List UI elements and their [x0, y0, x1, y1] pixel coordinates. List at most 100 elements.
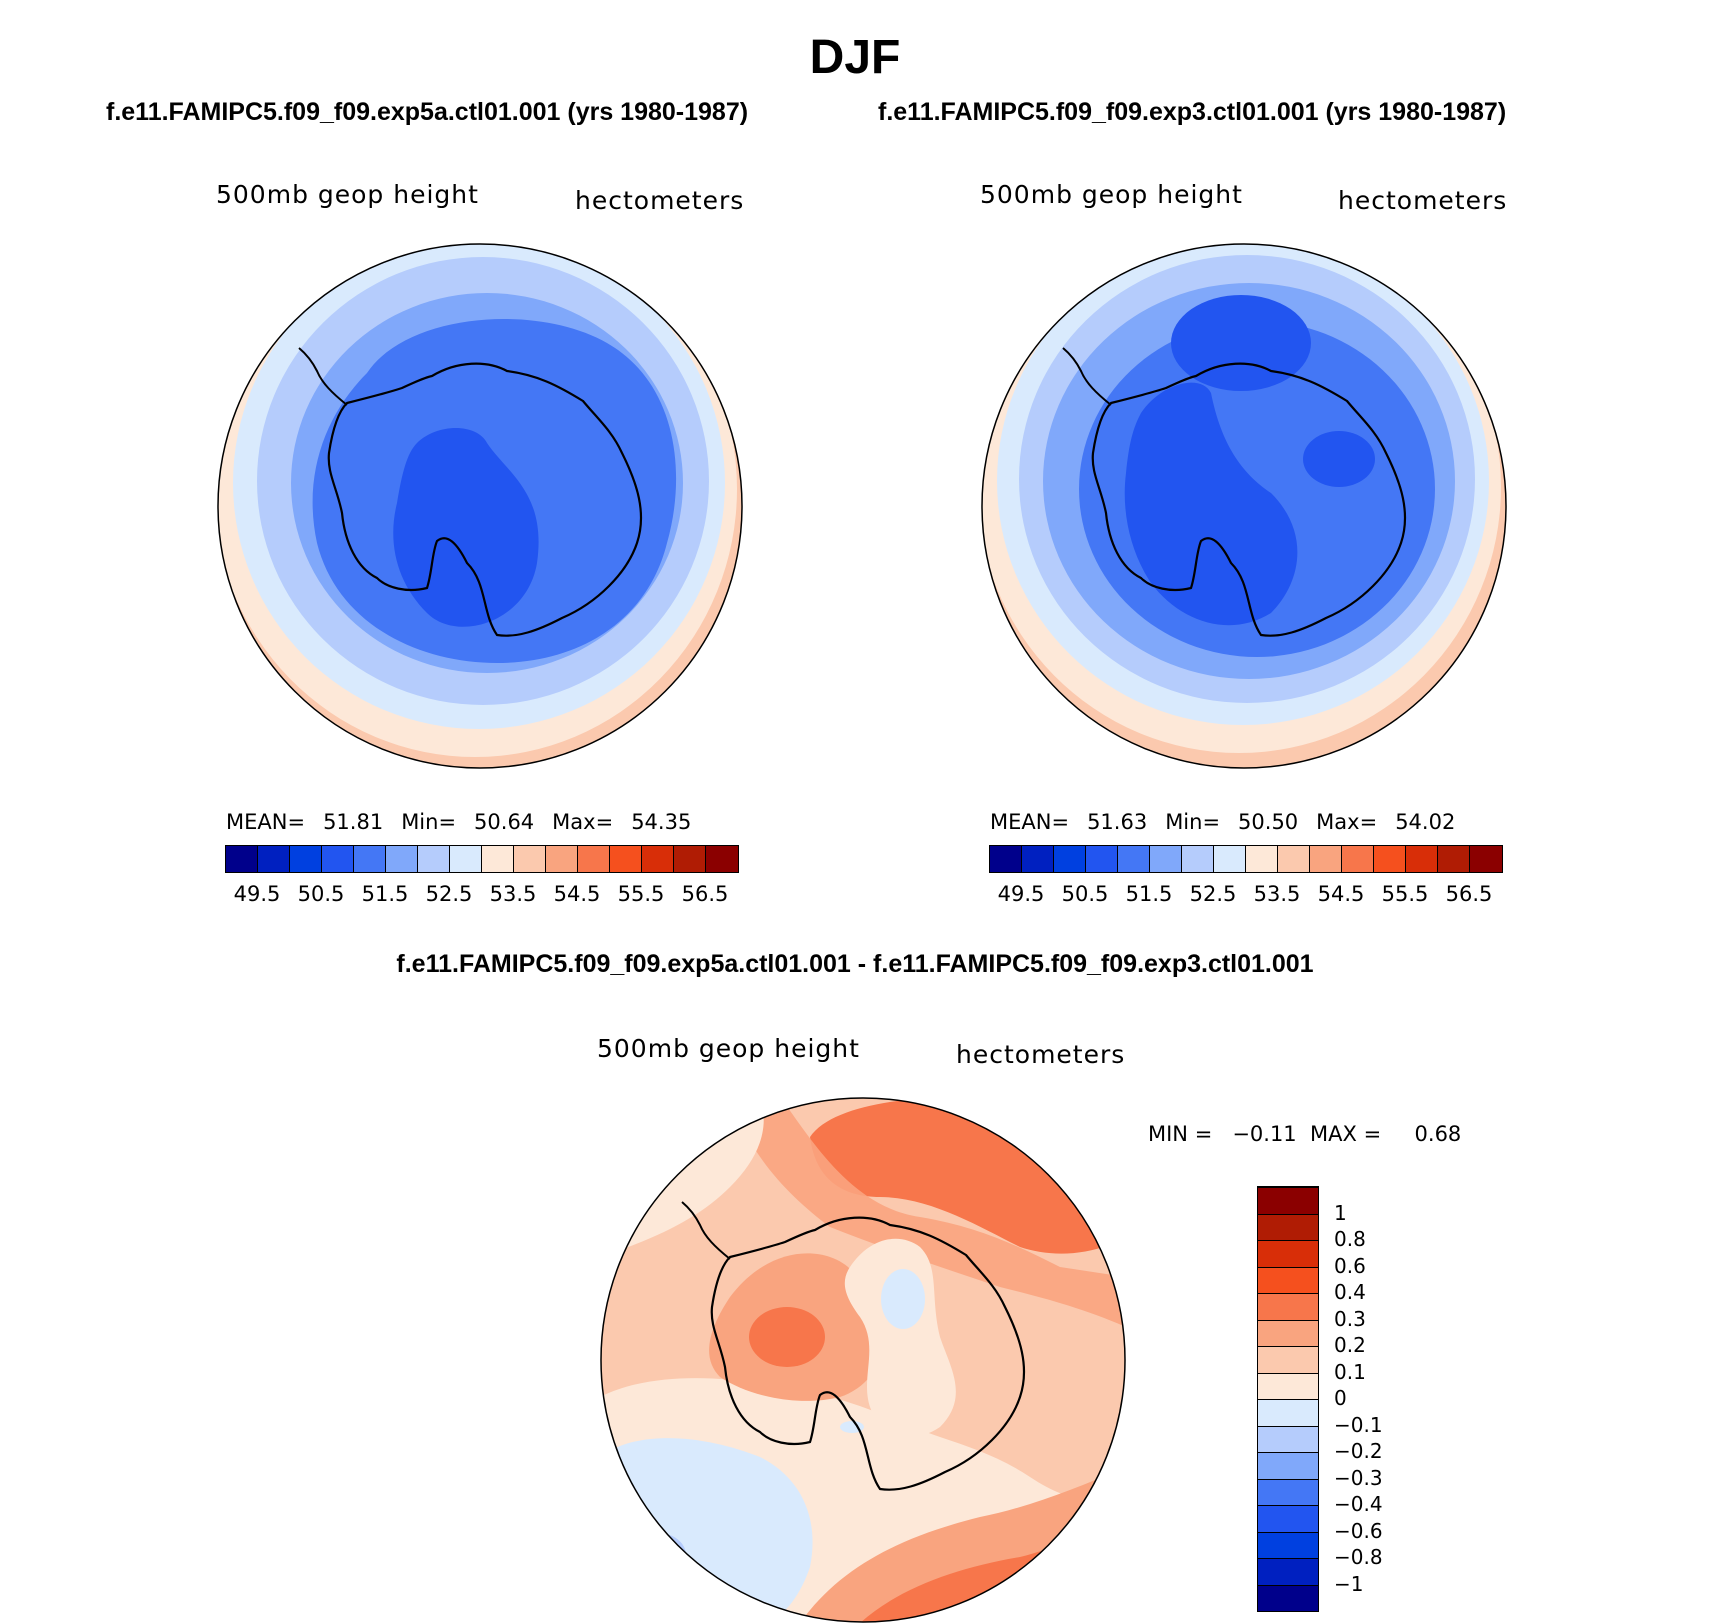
colorbar-cell	[1258, 1240, 1318, 1267]
colorbar-cell	[1258, 1558, 1318, 1585]
colorbar-tick-label: 0.1	[1334, 1359, 1366, 1384]
colorbar-cell	[1054, 846, 1086, 872]
p1-map-border	[217, 243, 743, 769]
diff-band-0-center	[881, 1269, 925, 1329]
colorbar-cell	[226, 846, 258, 872]
colorbar-cell	[1118, 846, 1150, 872]
colorbar-tick-label: 54.5	[1317, 882, 1365, 906]
panel-2-mean-label: MEAN=	[990, 810, 1070, 834]
colorbar-cell	[514, 846, 546, 872]
colorbar-cell	[1258, 1293, 1318, 1320]
colorbar-tick-label: 52.5	[1189, 882, 1237, 906]
colorbar-tick-label: 55.5	[1381, 882, 1429, 906]
colorbar-cell	[450, 846, 482, 872]
colorbar-tick-label: 0.4	[1334, 1280, 1366, 1304]
colorbar-cell	[322, 846, 354, 872]
p2-map-border	[981, 243, 1507, 769]
colorbar-cell	[706, 846, 738, 872]
colorbar-tick-label: 56.5	[1445, 882, 1493, 906]
colorbar-cell	[1258, 1266, 1318, 1293]
panel-1-mean-label: MEAN=	[226, 810, 306, 834]
colorbar-tick-label: 52.5	[425, 882, 473, 906]
diff-panel-title: f.e11.FAMIPC5.f09_f09.exp5a.ctl01.001 - …	[396, 950, 1314, 978]
panel-2-min-label: Min=	[1165, 810, 1221, 834]
colorbar-tick-label: −0.8	[1334, 1545, 1383, 1569]
panel-1-map	[217, 243, 743, 769]
colorbar-tick-label: −1	[1334, 1571, 1364, 1596]
colorbar-cell	[1258, 1213, 1318, 1240]
colorbar-tick-label: 53.5	[1253, 882, 1301, 906]
diff-band-01-center	[844, 1238, 956, 1438]
colorbar-cell	[1258, 1531, 1318, 1558]
colorbar-tick-label: −0.1	[1334, 1412, 1383, 1437]
colorbar-cell	[1258, 1425, 1318, 1452]
panel-1-mean: 51.81	[323, 810, 384, 834]
diff-band-0-small	[840, 1421, 864, 1433]
panel-1-max: 54.35	[631, 810, 692, 834]
diff-band-03-center	[749, 1307, 825, 1367]
panel-2-colorbar	[989, 845, 1503, 873]
panel-2-map	[981, 243, 1507, 769]
panel-1-max-label: Max=	[552, 810, 614, 834]
colorbar-cell	[578, 846, 610, 872]
colorbar-cell	[1258, 1584, 1318, 1611]
panel-2-min: 50.50	[1238, 810, 1299, 834]
colorbar-tick-label: 0.6	[1334, 1253, 1366, 1278]
colorbar-cell	[1406, 846, 1438, 872]
colorbar-cell	[1470, 846, 1502, 872]
colorbar-cell	[674, 846, 706, 872]
colorbar-tick-label: −0.2	[1334, 1439, 1383, 1463]
colorbar-cell	[1258, 1372, 1318, 1399]
panel-2-title: f.e11.FAMIPC5.f09_f09.exp3.ctl01.001 (yr…	[878, 98, 1507, 126]
panel-2-max: 54.02	[1395, 810, 1456, 834]
colorbar-cell	[642, 846, 674, 872]
colorbar-cell	[386, 846, 418, 872]
panel-1-field-label: 500mb geop height	[216, 180, 479, 209]
colorbar-tick-label: 1	[1334, 1200, 1347, 1225]
colorbar-cell	[482, 846, 514, 872]
colorbar-tick-label: 54.5	[553, 882, 601, 906]
p2-band-50	[1124, 382, 1298, 626]
colorbar-cell	[610, 846, 642, 872]
colorbar-cell	[258, 846, 290, 872]
colorbar-tick-label: 56.5	[681, 882, 729, 906]
colorbar-cell	[1342, 846, 1374, 872]
colorbar-tick-label: −0.6	[1334, 1518, 1383, 1543]
colorbar-cell	[1258, 1319, 1318, 1346]
colorbar-tick-label: −0.3	[1334, 1465, 1383, 1490]
colorbar-cell	[418, 846, 450, 872]
diff-band-02-north	[730, 1098, 1125, 1327]
colorbar-cell	[1150, 846, 1182, 872]
colorbar-cell	[1214, 846, 1246, 872]
panel-2-units-label: hectometers	[1338, 186, 1508, 215]
panel-2-stats: MEAN= 51.63 Min= 50.50 Max= 54.02	[990, 810, 1473, 834]
panel-1-title: f.e11.FAMIPC5.f09_f09.exp5a.ctl01.001 (y…	[106, 98, 749, 126]
colorbar-cell	[1086, 846, 1118, 872]
colorbar-tick-label: 55.5	[617, 882, 665, 906]
diff-map	[600, 1097, 1126, 1623]
colorbar-tick-label: 49.5	[233, 882, 281, 906]
p2-band-50-north	[1171, 295, 1311, 391]
panel-2-field-label: 500mb geop height	[980, 180, 1243, 209]
colorbar-tick-label: 51.5	[361, 882, 409, 906]
colorbar-tick-label: 0	[1334, 1386, 1347, 1410]
colorbar-tick-label: 0.8	[1334, 1227, 1366, 1251]
p2-coast	[1091, 362, 1407, 637]
colorbar-cell	[1278, 846, 1310, 872]
p1-coast	[327, 362, 643, 637]
colorbar-tick-label: −0.4	[1334, 1492, 1383, 1516]
colorbar-tick-label: 0.3	[1334, 1306, 1366, 1331]
colorbar-cell	[1258, 1346, 1318, 1373]
colorbar-cell	[1258, 1452, 1318, 1479]
figure-title: DJF	[809, 31, 901, 84]
panel-1-stats: MEAN= 51.81 Min= 50.64 Max= 54.35	[226, 810, 709, 834]
diff-units-label: hectometers	[956, 1040, 1126, 1069]
panel-1-min: 50.64	[474, 810, 535, 834]
colorbar-cell	[354, 846, 386, 872]
colorbar-cell	[1374, 846, 1406, 872]
panel-1-colorbar	[225, 845, 739, 873]
colorbar-cell	[990, 846, 1022, 872]
diff-band-06-south	[1020, 1587, 1125, 1622]
panel-2-max-label: Max=	[1316, 810, 1378, 834]
colorbar-tick-label: 49.5	[997, 882, 1045, 906]
